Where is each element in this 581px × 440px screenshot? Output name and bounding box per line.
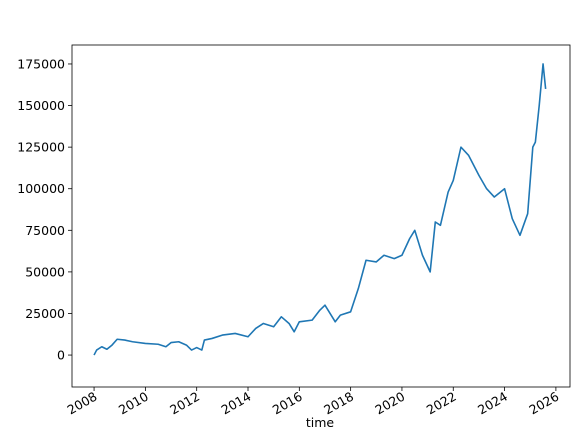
y-tick-label: 125000 xyxy=(17,140,65,155)
y-tick-label: 75000 xyxy=(25,223,65,238)
line-series xyxy=(93,63,547,356)
y-tick-label: 25000 xyxy=(25,306,65,321)
x-axis-label: time xyxy=(306,415,335,430)
y-tick-label: 0 xyxy=(57,348,65,363)
y-tick-label: 50000 xyxy=(25,264,65,279)
y-tick-label: 175000 xyxy=(17,56,65,71)
y-tick-label: 100000 xyxy=(17,181,65,196)
y-tick-label: 150000 xyxy=(17,98,65,113)
plot-frame xyxy=(71,44,571,388)
